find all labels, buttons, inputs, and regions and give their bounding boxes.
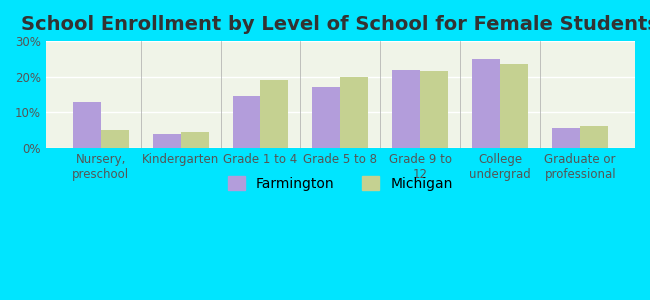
Bar (552, 128, 580, 148)
Bar (73, 102, 101, 148)
Bar (500, 64, 528, 148)
Bar (233, 96, 261, 148)
Bar (181, 132, 209, 148)
Bar (101, 130, 129, 148)
Bar (393, 70, 421, 148)
Bar (473, 59, 501, 148)
Legend: Farmington, Michigan: Farmington, Michigan (223, 170, 458, 196)
Bar (153, 134, 181, 148)
Bar (580, 127, 608, 148)
Title: School Enrollment by Level of School for Female Students: School Enrollment by Level of School for… (21, 15, 650, 34)
Bar (341, 77, 369, 148)
Bar (261, 80, 289, 148)
Bar (421, 71, 448, 148)
Bar (313, 87, 341, 148)
